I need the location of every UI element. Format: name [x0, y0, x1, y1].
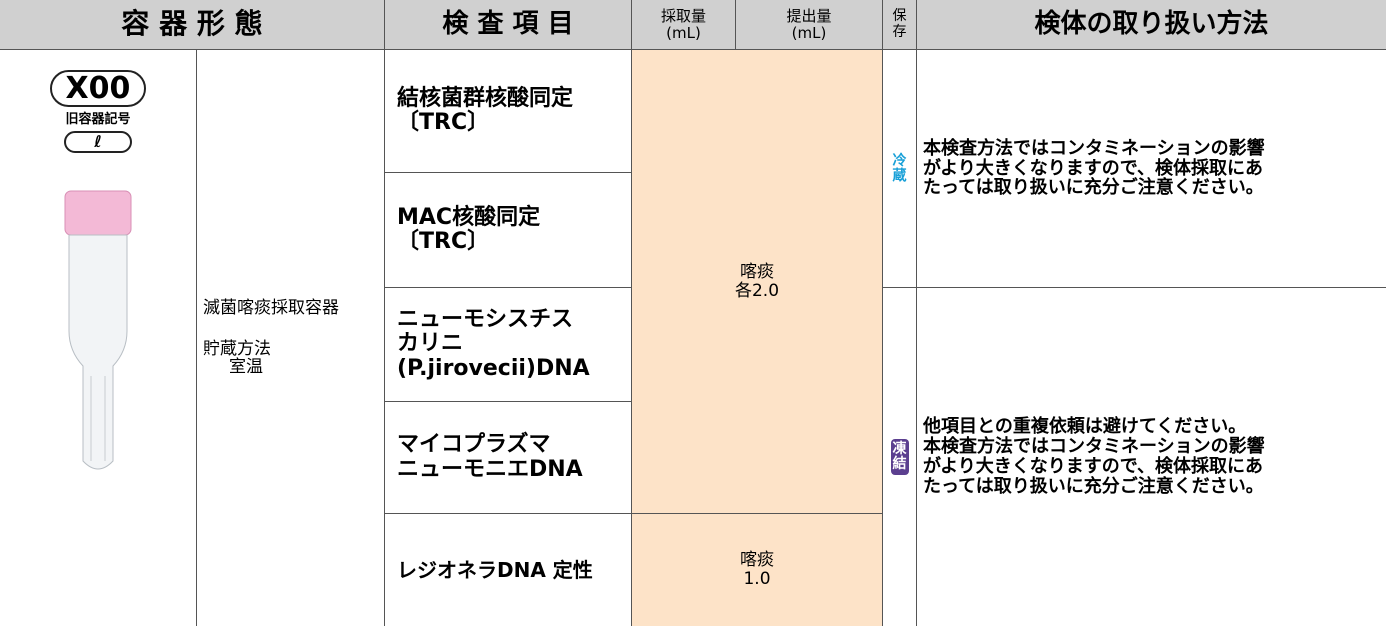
old-label: 旧容器記号: [65, 112, 131, 127]
volume: 各2.0: [734, 280, 780, 301]
volume: 1.0: [743, 569, 771, 589]
container-name: 滅菌喀痰採取容器: [203, 297, 339, 318]
storage-cell: 凍 結: [883, 288, 917, 626]
storage-refrigerated: 冷 蔵: [892, 152, 907, 184]
test-item: ニューモシスチス カリニ (P.jirovecii)DNA: [385, 288, 632, 402]
container-code: X00: [49, 70, 147, 107]
amount-cell: 喀痰 各2.0: [632, 50, 883, 514]
header-container: 容 器 形 態: [0, 0, 385, 50]
container-info: 滅菌喀痰採取容器 貯蔵方法 室温: [197, 50, 385, 626]
amount-cell: 喀痰 1.0: [632, 514, 883, 626]
storage-method: 室温: [229, 357, 263, 378]
test-item: MAC核酸同定 〔TRC〕: [385, 173, 632, 288]
specimen: 喀痰: [740, 550, 774, 571]
header-collect: 採取量 (mL): [632, 0, 736, 50]
storage-cell: 冷 蔵: [883, 50, 917, 288]
old-code: ℓ: [64, 131, 132, 153]
tube-image: [64, 190, 132, 470]
header-storage: 保 存: [883, 0, 917, 50]
handling-text: 他項目との重複依頼は避けてください。 本検査方法ではコンタミネーションの影響 が…: [923, 416, 1265, 497]
storage-label: 貯蔵方法: [203, 338, 271, 359]
test-item: 結核菌群核酸同定 〔TRC〕: [385, 50, 632, 173]
handling-text: 本検査方法ではコンタミネーションの影響 がより大きくなりますので、検体採取にあ …: [917, 50, 1386, 288]
header-handling: 検体の取り扱い方法: [917, 0, 1386, 50]
test-item: マイコプラズマ ニューモニエDNA: [385, 402, 632, 514]
storage-frozen: 凍 結: [890, 439, 909, 475]
specimen: 喀痰: [740, 261, 774, 282]
container-image-cell: X00 旧容器記号 ℓ: [0, 50, 197, 626]
test-item: レジオネラDNA 定性: [385, 514, 632, 626]
header-submit: 提出量 (mL): [736, 0, 883, 50]
header-test: 検 査 項 目: [385, 0, 632, 50]
